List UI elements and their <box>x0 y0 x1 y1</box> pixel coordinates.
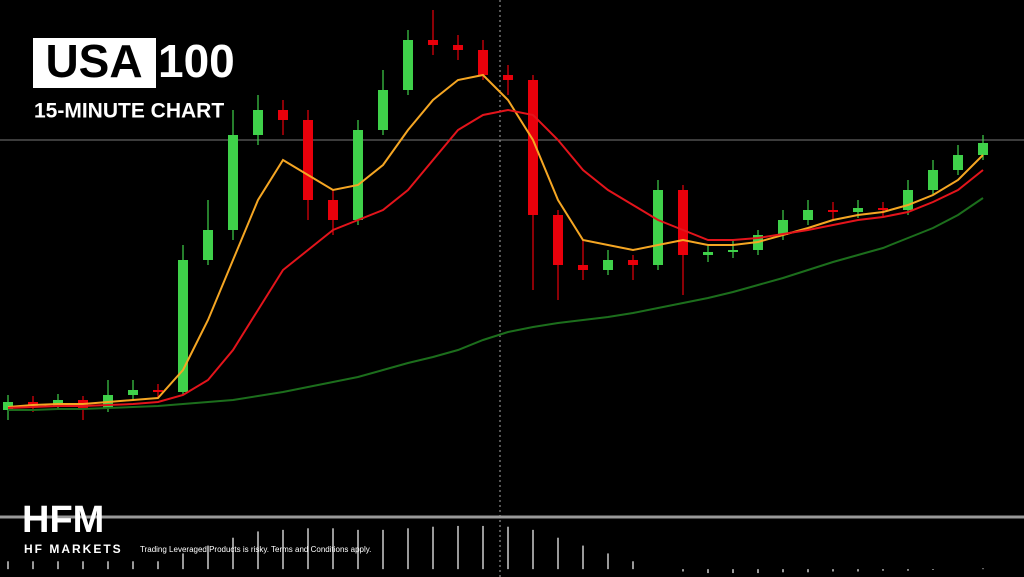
candle-body <box>903 190 913 210</box>
candle-body <box>203 230 213 260</box>
candle-body <box>303 120 313 200</box>
candle-body <box>603 260 613 270</box>
moving-average <box>8 197 984 411</box>
candle-body <box>453 45 463 50</box>
title-boxed: USA <box>45 35 142 87</box>
candle-body <box>978 143 988 155</box>
candle-body <box>328 200 338 220</box>
candle-body <box>528 80 538 215</box>
candle-body <box>253 110 263 135</box>
candle-body <box>678 190 688 255</box>
candle-body <box>853 208 863 212</box>
candle-body <box>928 170 938 190</box>
candle-body <box>728 250 738 252</box>
candle-body <box>128 390 138 395</box>
plot <box>3 10 988 574</box>
disclaimer: Trading Leveraged Products is risky. Ter… <box>140 545 371 554</box>
candle-body <box>828 210 838 212</box>
moving-average <box>7 73 984 408</box>
candle-body <box>478 50 488 75</box>
logo: HFM <box>22 499 104 541</box>
candle-body <box>703 252 713 255</box>
candle-body <box>353 130 363 220</box>
subtitle: 15-MINUTE CHART <box>34 100 224 123</box>
candle-body <box>878 208 888 210</box>
candle-body <box>578 265 588 270</box>
candle-body <box>153 390 163 392</box>
candle-body <box>628 260 638 265</box>
candle-body <box>803 210 813 220</box>
title-rest: 100 <box>158 35 235 87</box>
title-box <box>33 38 156 88</box>
candle-body <box>178 260 188 392</box>
candle-body <box>378 90 388 130</box>
candle-body <box>778 220 788 235</box>
candle-body <box>653 190 663 265</box>
moving-average <box>7 108 984 409</box>
candle-body <box>403 40 413 90</box>
candle-body <box>278 110 288 120</box>
brand: HF MARKETS <box>24 542 123 556</box>
candle-body <box>503 75 513 80</box>
candle-body <box>428 40 438 45</box>
candle-body <box>228 135 238 230</box>
candle-body <box>953 155 963 170</box>
candle-body <box>553 215 563 265</box>
